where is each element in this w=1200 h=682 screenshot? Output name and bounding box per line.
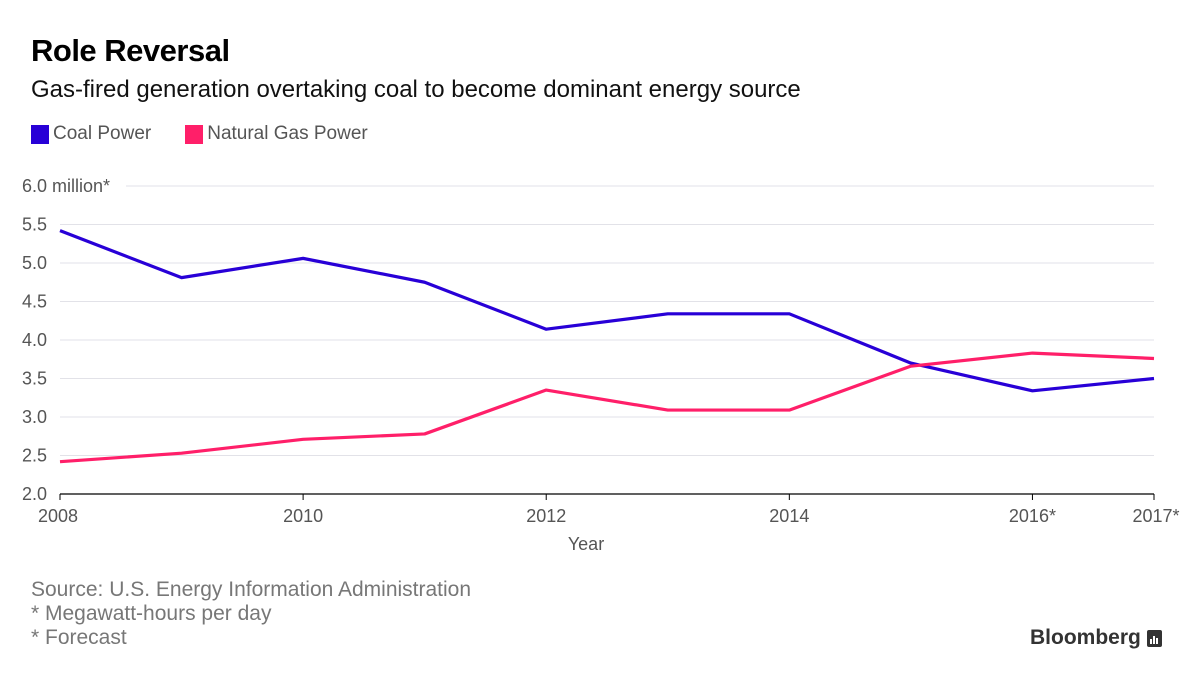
x-tick-label: 2014 [769,506,809,526]
gridlines [60,185,1154,456]
y-tick-label: 3.0 [22,407,47,427]
legend-swatch-coal [31,124,49,144]
chart-subtitle: Gas-fired generation overtaking coal to … [31,76,801,103]
legend: Coal Power Natural Gas Power [31,123,402,145]
source-note: Source: U.S. Energy Information Administ… [31,578,472,601]
legend-swatch-gas [185,124,204,144]
y-tick-label: 5.5 [22,215,47,235]
y-tick-label: 4.0 [22,330,47,350]
x-axis-label: Year [568,534,604,554]
x-tick-label: 2010 [283,506,323,526]
brand-name: Bloomberg [1030,626,1141,649]
y-tick-label: 5.0 [22,253,47,273]
unit-note: * Megawatt-hours per day [31,602,272,625]
y-tick-label: 2.5 [22,446,47,466]
forecast-note: * Forecast [31,626,127,649]
legend-item-coal: Coal Power [31,123,151,145]
y-tick-label: 3.5 [22,369,47,389]
x-tick-label: 2016* [1009,506,1056,526]
x-axis: 2008 2010 2012 2014 2016* 2017* [38,493,1180,526]
y-tick-label: 4.5 [22,292,47,312]
bloomberg-chart-icon [1146,629,1162,647]
x-tick-label: 2008 [38,506,78,526]
y-tick-label: 6.0 million* [22,176,110,196]
x-tick-label: 2012 [526,506,566,526]
coal-power-line [59,229,1155,393]
bloomberg-logo: Bloomberg [1030,626,1162,650]
series-lines [59,229,1155,464]
chart-title: Role Reversal [31,33,230,68]
x-tick-label: 2017* [1132,506,1179,526]
legend-item-gas: Natural Gas Power [185,123,368,145]
legend-label-coal: Coal Power [53,123,152,144]
y-axis-ticks: 2.0 2.5 3.0 3.5 4.0 4.5 5.0 5.5 6.0 million* [22,176,110,504]
y-tick-label: 2.0 [22,484,47,504]
footer-notes: Source: U.S. Energy Information Administ… [31,578,471,650]
legend-label-gas: Natural Gas Power [207,123,368,144]
natural-gas-power-line [59,351,1155,464]
